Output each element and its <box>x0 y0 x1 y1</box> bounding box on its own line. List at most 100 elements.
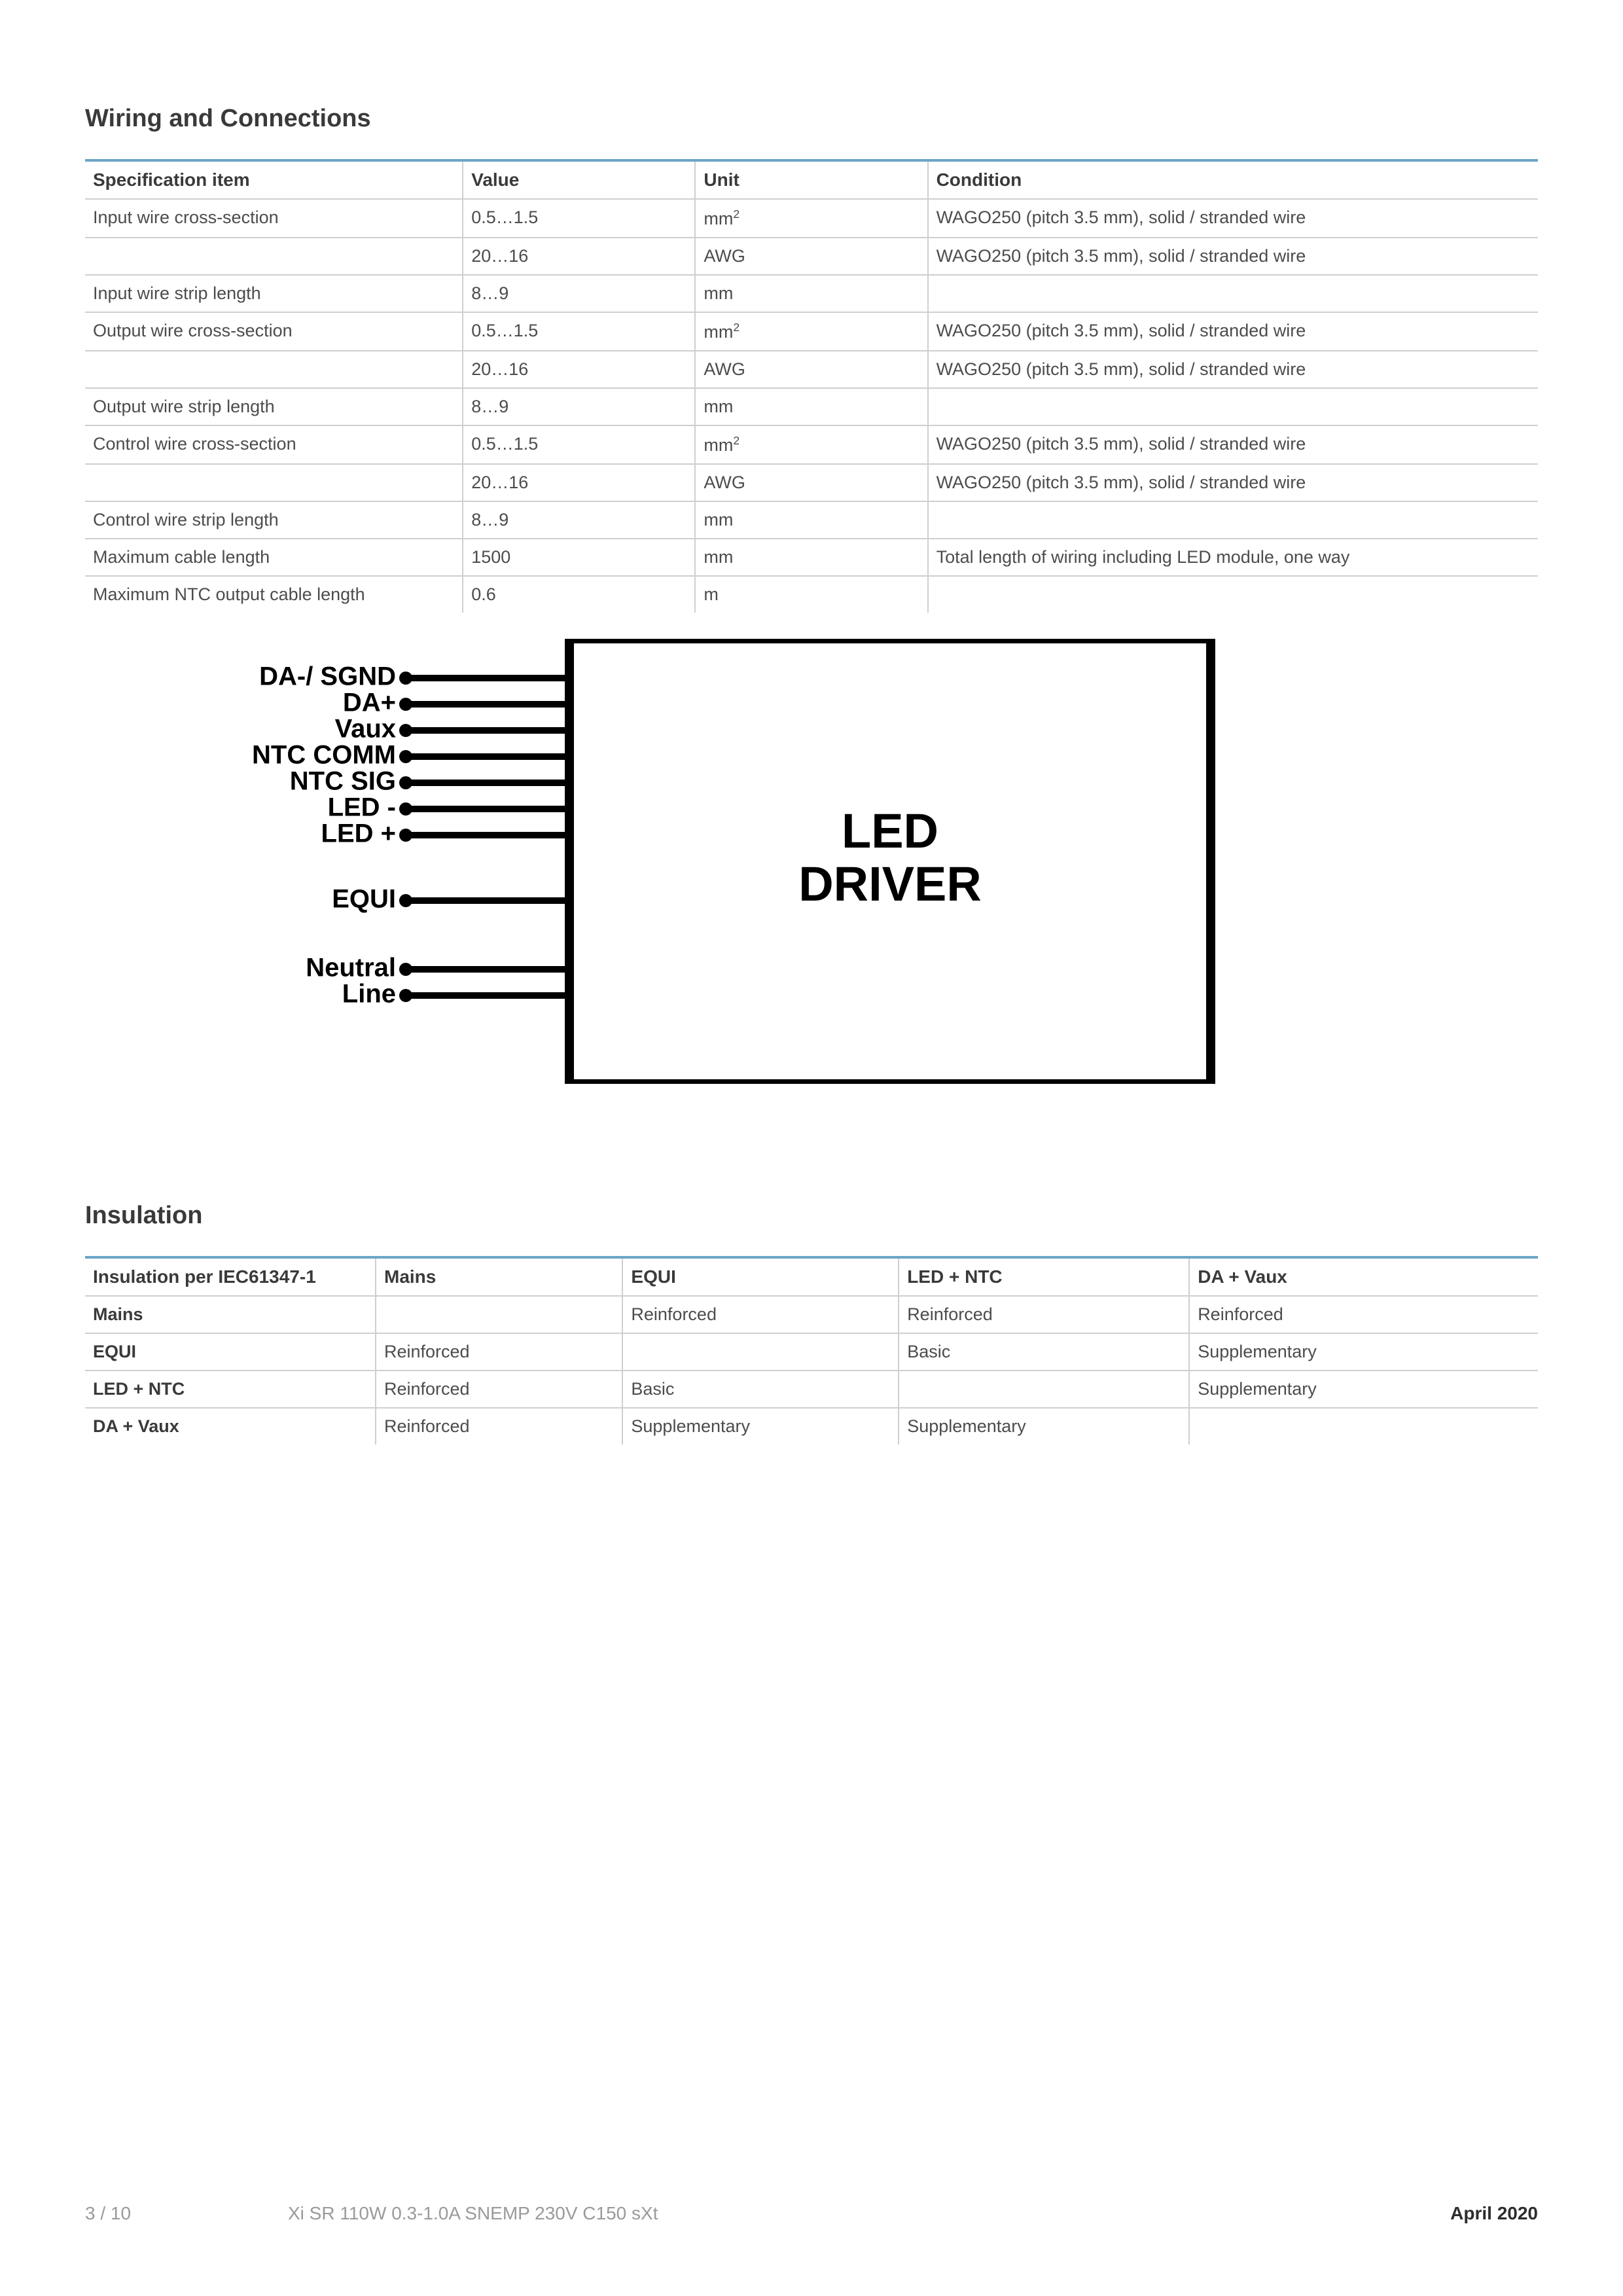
table-cell <box>85 464 463 501</box>
table-cell: Reinforced <box>376 1371 622 1408</box>
table-cell: Reinforced <box>376 1408 622 1444</box>
footer-model: Xi SR 110W 0.3-1.0A SNEMP 230V C150 sXt <box>288 2203 1450 2224</box>
table-cell <box>928 501 1538 539</box>
table-cell: mm2 <box>695 425 927 464</box>
svg-text:EQUI: EQUI <box>332 885 396 914</box>
table-cell <box>1189 1408 1538 1444</box>
table-cell: Reinforced <box>899 1296 1189 1333</box>
svg-text:NTC COMM: NTC COMM <box>252 741 396 770</box>
table-cell <box>85 351 463 388</box>
table-row: Maximum NTC output cable length0.6m <box>85 576 1538 613</box>
table-header: Specification item <box>85 162 463 199</box>
table-header: DA + Vaux <box>1189 1259 1538 1296</box>
table-cell: Supplementary <box>899 1408 1189 1444</box>
table-row: Input wire cross-section0.5…1.5mm2WAGO25… <box>85 199 1538 238</box>
svg-text:LED +: LED + <box>321 819 396 848</box>
table-row: Maximum cable length1500mmTotal length o… <box>85 539 1538 576</box>
svg-text:NTC SIG: NTC SIG <box>290 767 396 796</box>
table-cell <box>622 1333 899 1371</box>
svg-text:LED: LED <box>842 804 938 858</box>
svg-text:DA-/ SGND: DA-/ SGND <box>259 662 396 691</box>
table-cell: 20…16 <box>463 464 695 501</box>
table-row: 20…16AWGWAGO250 (pitch 3.5 mm), solid / … <box>85 238 1538 275</box>
wiring-section-title: Wiring and Connections <box>85 105 1538 133</box>
table-row: Output wire cross-section0.5…1.5mm2WAGO2… <box>85 312 1538 351</box>
table-cell: Mains <box>85 1296 376 1333</box>
wiring-table: Specification itemValueUnitConditionInpu… <box>85 162 1538 613</box>
table-cell: Output wire strip length <box>85 388 463 425</box>
table-row: 20…16AWGWAGO250 (pitch 3.5 mm), solid / … <box>85 351 1538 388</box>
table-cell: Supplementary <box>622 1408 899 1444</box>
table-cell: Control wire strip length <box>85 501 463 539</box>
table-cell: AWG <box>695 464 927 501</box>
svg-text:LED -: LED - <box>328 793 396 822</box>
table-row: 20…16AWGWAGO250 (pitch 3.5 mm), solid / … <box>85 464 1538 501</box>
table-cell: 0.5…1.5 <box>463 312 695 351</box>
table-cell: Maximum cable length <box>85 539 463 576</box>
table-cell: WAGO250 (pitch 3.5 mm), solid / stranded… <box>928 464 1538 501</box>
table-cell: WAGO250 (pitch 3.5 mm), solid / stranded… <box>928 238 1538 275</box>
table-header: Insulation per IEC61347-1 <box>85 1259 376 1296</box>
table-header: Value <box>463 162 695 199</box>
table-cell: 20…16 <box>463 238 695 275</box>
table-cell: LED + NTC <box>85 1371 376 1408</box>
svg-text:Neutral: Neutral <box>306 954 396 982</box>
table-cell: mm2 <box>695 199 927 238</box>
table-cell: AWG <box>695 351 927 388</box>
table-header: Mains <box>376 1259 622 1296</box>
table-cell: AWG <box>695 238 927 275</box>
table-cell: WAGO250 (pitch 3.5 mm), solid / stranded… <box>928 199 1538 238</box>
table-cell: mm <box>695 539 927 576</box>
table-row: Input wire strip length8…9mm <box>85 275 1538 312</box>
insulation-section-title: Insulation <box>85 1202 1538 1230</box>
footer-date: April 2020 <box>1450 2203 1538 2224</box>
table-cell: Supplementary <box>1189 1333 1538 1371</box>
table-cell <box>928 275 1538 312</box>
table-cell: mm <box>695 275 927 312</box>
table-cell: 8…9 <box>463 275 695 312</box>
table-cell: 1500 <box>463 539 695 576</box>
table-cell: Reinforced <box>1189 1296 1538 1333</box>
table-row: Control wire cross-section0.5…1.5mm2WAGO… <box>85 425 1538 464</box>
table-cell: 0.5…1.5 <box>463 425 695 464</box>
table-cell: 20…16 <box>463 351 695 388</box>
table-cell: WAGO250 (pitch 3.5 mm), solid / stranded… <box>928 425 1538 464</box>
page: Wiring and Connections Specification ite… <box>0 0 1623 2296</box>
table-cell: mm2 <box>695 312 927 351</box>
page-footer: 3 / 10 Xi SR 110W 0.3-1.0A SNEMP 230V C1… <box>85 2203 1538 2224</box>
table-cell: m <box>695 576 927 613</box>
table-cell: 0.6 <box>463 576 695 613</box>
table-cell: Input wire cross-section <box>85 199 463 238</box>
table-cell: 8…9 <box>463 501 695 539</box>
table-header: Unit <box>695 162 927 199</box>
table-cell: Reinforced <box>622 1296 899 1333</box>
table-cell: Output wire cross-section <box>85 312 463 351</box>
table-cell: Reinforced <box>376 1333 622 1371</box>
table-cell: 8…9 <box>463 388 695 425</box>
table-row: LED + NTCReinforcedBasicSupplementary <box>85 1371 1538 1408</box>
table-cell: DA + Vaux <box>85 1408 376 1444</box>
svg-text:Vaux: Vaux <box>335 715 396 744</box>
wiring-diagram-wrapper: DA-/ SGNDDA+VauxNTC COMMNTC SIGLED -LED … <box>85 639 1538 1084</box>
table-cell: Total length of wiring including LED mod… <box>928 539 1538 576</box>
table-cell <box>928 576 1538 613</box>
table-cell <box>376 1296 622 1333</box>
table-cell: Maximum NTC output cable length <box>85 576 463 613</box>
table-row: DA + VauxReinforcedSupplementarySuppleme… <box>85 1408 1538 1444</box>
svg-text:DRIVER: DRIVER <box>798 857 982 911</box>
table-cell: Control wire cross-section <box>85 425 463 464</box>
table-cell: mm <box>695 501 927 539</box>
table-cell <box>899 1371 1189 1408</box>
table-row: Control wire strip length8…9mm <box>85 501 1538 539</box>
table-header: Condition <box>928 162 1538 199</box>
table-header: LED + NTC <box>899 1259 1189 1296</box>
table-cell: Basic <box>899 1333 1189 1371</box>
table-cell <box>85 238 463 275</box>
table-header: EQUI <box>622 1259 899 1296</box>
footer-page-number: 3 / 10 <box>85 2203 288 2224</box>
table-cell: Supplementary <box>1189 1371 1538 1408</box>
svg-text:DA+: DA+ <box>343 689 396 717</box>
table-cell: Input wire strip length <box>85 275 463 312</box>
svg-text:Line: Line <box>342 980 396 1009</box>
table-cell: 0.5…1.5 <box>463 199 695 238</box>
